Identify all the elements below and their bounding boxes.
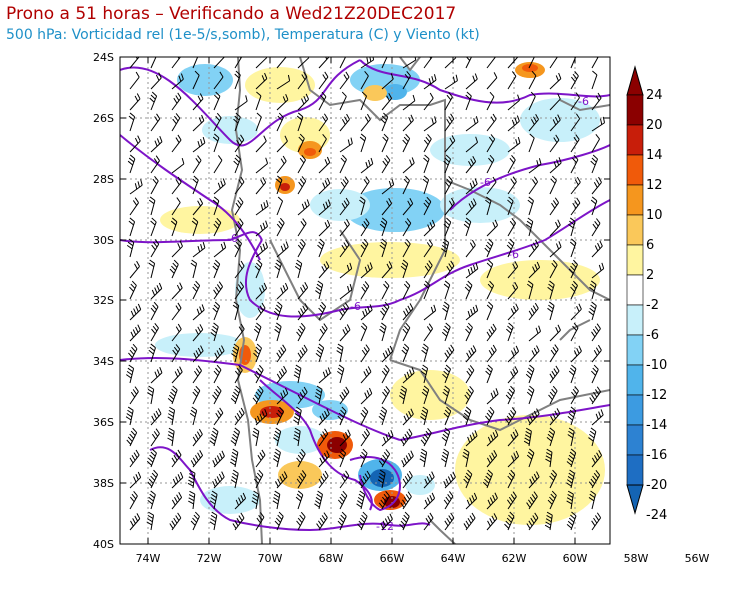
- map-title: Prono a 51 horas – Verificando a Wed21Z2…: [6, 4, 457, 24]
- longitude-axis: 74W 72W 70W 68W 66W 64W 62W 60W 58W 56W: [136, 552, 710, 565]
- contour-label: -6: [508, 248, 519, 261]
- lat-label: 32S: [93, 294, 114, 307]
- colorbar-label: 12: [646, 178, 663, 193]
- lon-label: 64W: [441, 552, 466, 565]
- latitude-axis: 24S 26S 28S 30S 32S 34S 36S 38S 40S: [93, 51, 114, 551]
- colorbar-top-arrow: [626, 65, 644, 96]
- colorbar-bottom-arrow: [626, 484, 644, 515]
- lat-label: 24S: [93, 51, 114, 64]
- colorbar-label: 6: [646, 238, 654, 253]
- contour-label: -6: [227, 232, 238, 245]
- colorbar-swatch: [626, 454, 644, 486]
- colorbar-swatch: [626, 364, 644, 396]
- colorbar-label: 2: [646, 268, 654, 283]
- lon-label: 62W: [502, 552, 527, 565]
- colorbar-swatch: [626, 124, 644, 156]
- colorbar-label: -6: [646, 328, 659, 343]
- map-subtitle: 500 hPa: Vorticidad rel (1e-5/s,somb), T…: [6, 27, 480, 43]
- colorbar-swatches: [626, 65, 644, 515]
- lat-label: 40S: [93, 538, 114, 551]
- lon-label: 56W: [685, 552, 710, 565]
- lon-label: 66W: [380, 552, 405, 565]
- political-borders: [230, 57, 610, 544]
- colorbar-swatch: [626, 94, 644, 126]
- colorbar-label: 14: [646, 148, 663, 163]
- colorbar-label: -20: [646, 478, 667, 493]
- contour-label: -6: [480, 176, 491, 189]
- lat-label: 28S: [93, 173, 114, 186]
- colorbar-swatch: [626, 154, 644, 186]
- colorbar-label: -12: [646, 388, 667, 403]
- wind-barbs: [125, 57, 606, 531]
- lat-label: 26S: [93, 112, 114, 125]
- colorbar-label: 24: [646, 88, 663, 103]
- colorbar-label: -10: [646, 358, 667, 373]
- map-panel: -6 -6 -6 -6 -6 -12: [120, 57, 610, 544]
- temperature-contours: [120, 59, 610, 532]
- lon-label: 70W: [258, 552, 283, 565]
- colorbar-label: -16: [646, 448, 667, 463]
- colorbar-swatch: [626, 274, 644, 306]
- colorbar-label: -2: [646, 298, 659, 313]
- colorbar: 24 20 14 12 10 6 2 -2 -6 -10 -12 -14 -16…: [626, 65, 667, 523]
- colorbar-swatch: [626, 184, 644, 216]
- contour-label: -6: [578, 95, 589, 108]
- contour-label: -6: [350, 300, 361, 313]
- colorbar-swatch: [626, 214, 644, 246]
- colorbar-swatch: [626, 304, 644, 336]
- colorbar-label: 10: [646, 208, 663, 223]
- vorticity-shading: [155, 62, 605, 525]
- colorbar-labels: 24 20 14 12 10 6 2 -2 -6 -10 -12 -14 -16…: [646, 88, 667, 523]
- lon-label: 60W: [563, 552, 588, 565]
- colorbar-label: -14: [646, 418, 667, 433]
- colorbar-swatch: [626, 334, 644, 366]
- colorbar-label: -24: [646, 508, 667, 523]
- lat-label: 34S: [93, 355, 114, 368]
- axis-ticks: [120, 56, 610, 545]
- lat-label: 38S: [93, 477, 114, 490]
- colorbar-swatch: [626, 244, 644, 276]
- lon-label: 74W: [136, 552, 161, 565]
- lat-label: 36S: [93, 416, 114, 429]
- colorbar-label: 20: [646, 118, 663, 133]
- lat-label: 30S: [93, 234, 114, 247]
- lon-label: 68W: [319, 552, 344, 565]
- colorbar-swatch: [626, 424, 644, 456]
- colorbar-swatch: [626, 394, 644, 426]
- lon-label: 58W: [624, 552, 649, 565]
- lon-label: 72W: [197, 552, 222, 565]
